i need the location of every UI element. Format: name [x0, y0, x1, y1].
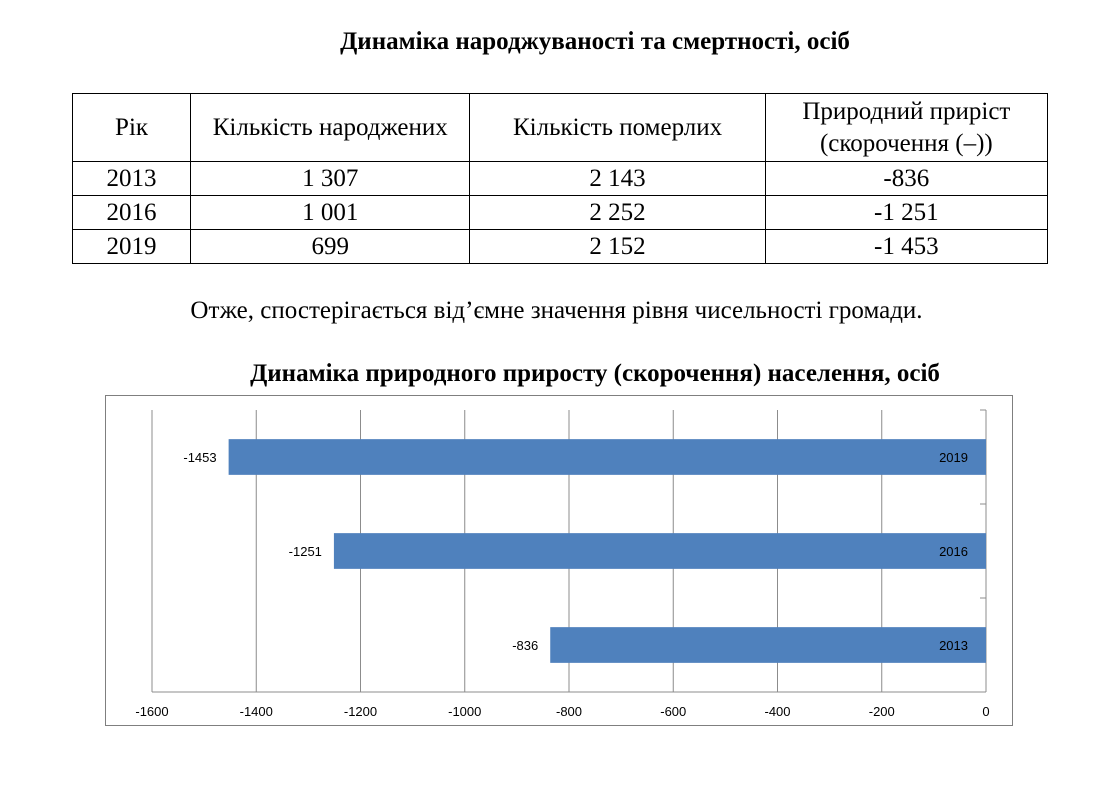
category-label: 2016: [939, 544, 968, 559]
chart-title: Динаміка природного приросту (скорочення…: [250, 360, 940, 387]
cell-deaths: 2 143: [469, 161, 766, 196]
bar-2019: [228, 439, 986, 475]
header-deaths: Кількість померлих: [469, 93, 766, 162]
cell-deaths: 2 252: [469, 195, 766, 230]
natural-growth-chart: -1600 -1400 -1200 -1000 -800 -600 -400 -200 0 201…: [135, 409, 990, 719]
x-tick-label: -400: [764, 704, 790, 719]
table-header-row: Рік Кількість народжених Кількість помер…: [71, 93, 1049, 162]
x-tick-label: -1600: [135, 704, 168, 719]
x-tick-label: -600: [660, 704, 686, 719]
x-tick-label: 0: [982, 704, 989, 719]
data-label: -836: [512, 638, 538, 653]
bar-2013: [550, 627, 986, 663]
table-row: 2019 699 2 152 -1 453: [71, 229, 1049, 264]
header-births: Кількість народжених: [190, 93, 471, 162]
conclusion-text: Отже, спостерігається від’ємне значення …: [190, 297, 923, 324]
bar-2016: [333, 533, 986, 569]
x-tick-label: -200: [869, 704, 895, 719]
cell-year: 2019: [71, 229, 192, 264]
header-natural-growth: Природний приріст (скорочення (–)): [764, 93, 1049, 162]
category-label: 2013: [939, 638, 968, 653]
cell-deaths: 2 152: [469, 229, 766, 264]
cell-growth: -836: [764, 161, 1049, 196]
cell-growth: -1 251: [764, 195, 1049, 230]
cell-year: 2013: [71, 161, 192, 196]
header-year: Рік: [71, 93, 192, 162]
chart-frame: -1600 -1400 -1200 -1000 -800 -600 -400 -200 0 201…: [105, 395, 1013, 726]
table-row: 2013 1 307 2 143 -836: [71, 161, 1049, 196]
x-tick-label: -800: [556, 704, 582, 719]
cell-year: 2016: [71, 195, 192, 230]
table-row: 2016 1 001 2 252 -1 251: [71, 195, 1049, 230]
cell-births: 699: [190, 229, 471, 264]
data-label: -1251: [289, 544, 322, 559]
cell-births: 1 307: [190, 161, 471, 196]
x-tick-label: -1200: [344, 704, 377, 719]
cell-growth: -1 453: [764, 229, 1049, 264]
x-tick-label: -1000: [448, 704, 481, 719]
table-title: Динаміка народжуваності та смертності, о…: [340, 28, 850, 55]
birth-death-table: Рік Кількість народжених Кількість помер…: [71, 93, 1049, 264]
cell-births: 1 001: [190, 195, 471, 230]
data-label: -1453: [183, 450, 216, 465]
category-label: 2019: [939, 450, 968, 465]
x-tick-label: -1400: [240, 704, 273, 719]
